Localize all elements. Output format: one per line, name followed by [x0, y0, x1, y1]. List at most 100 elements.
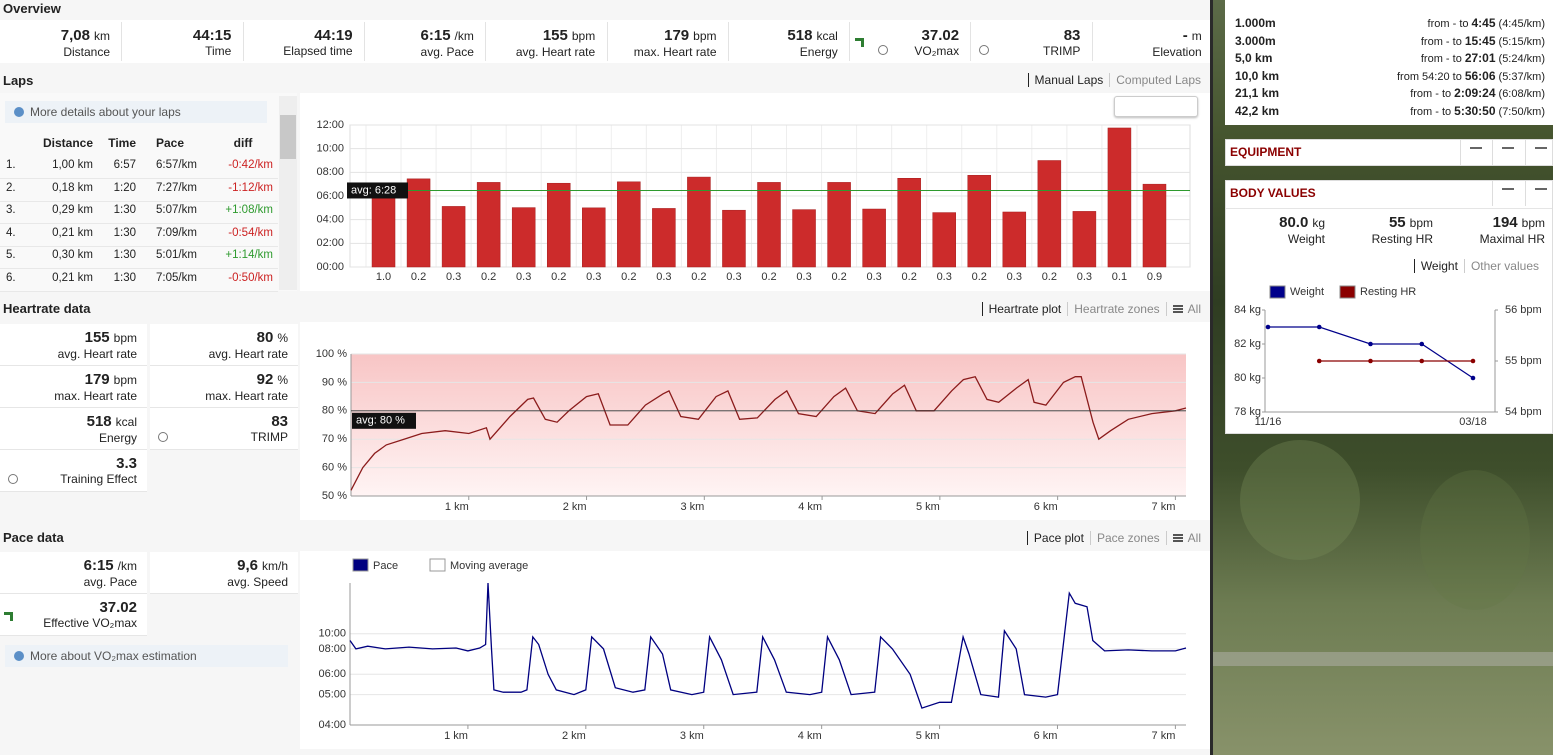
record-time: 27:01 — [1464, 51, 1496, 65]
panel-button[interactable] — [1470, 147, 1482, 149]
stat-value: -m — [1092, 27, 1202, 45]
help-icon — [979, 45, 989, 55]
separator — [121, 22, 123, 61]
scrollbar-thumb[interactable] — [280, 115, 296, 159]
record-time: 2:09:24 — [1454, 86, 1496, 100]
stat: 83 TRIMP — [970, 27, 1080, 58]
panel-button[interactable] — [1502, 188, 1514, 190]
tab[interactable]: Manual Laps — [1027, 73, 1110, 87]
tick-label: 0.2 — [972, 271, 987, 283]
stat-label: Time — [205, 44, 232, 58]
tick-label: 0.3 — [1077, 271, 1092, 283]
table-cell: 1:30 — [113, 249, 136, 262]
stat-value: 55 bpm — [1338, 214, 1433, 232]
panel-button[interactable] — [1535, 188, 1547, 190]
tab-label: Heartrate zones — [1074, 302, 1160, 316]
help-icon — [878, 45, 888, 55]
panel-divider — [1460, 139, 1461, 165]
stat: 7,08 km Distance — [0, 27, 110, 59]
stat: 6:15/km avg. Pace — [0, 557, 137, 589]
table-cell: 0,30 km — [52, 249, 93, 262]
record-pace: (5:37/km) — [1498, 70, 1545, 83]
bar — [546, 182, 571, 268]
table-cell: +1:14/km — [225, 249, 273, 262]
bar — [792, 209, 816, 268]
data-line — [350, 375, 1187, 491]
value: 518 — [787, 27, 813, 44]
avg-label-bg — [352, 412, 416, 429]
tab[interactable]: Other values — [1463, 259, 1545, 273]
tick-label: 00:00 — [316, 261, 344, 273]
tick-label: 50 % — [322, 490, 347, 502]
stat: 3.3 Training Effect — [0, 455, 137, 486]
stat: 37.02 Effective VO₂max — [0, 599, 137, 630]
tab[interactable]: Weight — [1413, 259, 1464, 273]
tab[interactable]: Pace zones — [1089, 531, 1166, 545]
stat-value: 155 bpm — [0, 329, 137, 347]
panel-divider — [1525, 139, 1526, 165]
tick-label: 0.2 — [1042, 271, 1057, 283]
unit: bpm — [1409, 216, 1433, 230]
unit: m — [1191, 29, 1202, 43]
value: - — [1182, 27, 1188, 44]
sidebar-divider — [1210, 0, 1213, 755]
bar — [652, 208, 676, 268]
table-cell: -0:42/km — [228, 159, 273, 171]
bar — [827, 182, 851, 268]
stat-label: avg. Heart rate — [57, 347, 137, 361]
tick-label: 80 kg — [1234, 372, 1261, 384]
tab[interactable]: Heartrate plot — [981, 302, 1068, 316]
stat-cell — [0, 366, 147, 408]
tick-label: 04:00 — [316, 214, 344, 226]
value: 155 — [542, 27, 568, 44]
avg-label: avg: 6:28 — [351, 184, 396, 196]
value: 179 — [84, 371, 110, 388]
tick-label: 05:00 — [318, 688, 346, 700]
tab[interactable]: All — [1165, 302, 1207, 316]
table-cell: 0,29 km — [52, 204, 93, 217]
help-icon — [8, 474, 18, 484]
tick-label: 3 km — [680, 501, 704, 513]
column-header: Time — [108, 136, 136, 150]
tick-label: 7 km — [1152, 730, 1176, 742]
stat: 44:19 Elapsed time — [243, 27, 352, 58]
tick-label: 60 % — [322, 462, 347, 474]
stat: 37.02 VO₂max — [849, 27, 959, 58]
tick-label: 82 kg — [1234, 338, 1261, 350]
panel-button[interactable] — [1535, 147, 1547, 149]
table-cell: 0,21 km — [52, 272, 93, 284]
help-icon — [158, 432, 168, 442]
record-range: from - to — [1420, 35, 1462, 48]
tab[interactable]: Computed Laps — [1109, 73, 1207, 87]
stat-cell — [150, 366, 298, 408]
tab[interactable]: Pace plot — [1026, 531, 1090, 545]
tabs: Heartrate plot Heartrate zones All — [981, 302, 1207, 316]
record-detail: from - to 2:09:24 (6:08/km) — [1410, 86, 1545, 100]
value: 155 — [84, 329, 110, 346]
separator — [363, 22, 365, 61]
table-cell: 1:30 — [113, 272, 136, 284]
tick-label: 70 % — [322, 433, 347, 445]
tick-label: 6 km — [1034, 730, 1058, 742]
info-box — [5, 101, 267, 123]
sidebar-path — [1212, 652, 1553, 666]
stat-cell — [0, 552, 147, 594]
record-pace: (6:08/km) — [1498, 88, 1545, 100]
stat-cell — [0, 594, 147, 636]
panel-button[interactable] — [1502, 147, 1514, 149]
unit: kg — [1312, 216, 1325, 230]
stat-label: avg. Pace — [83, 575, 137, 589]
tab-label: Weight — [1420, 259, 1458, 273]
table-cell: 0,21 km — [52, 226, 93, 239]
tick-label: 0.3 — [726, 271, 741, 283]
tab-label: Pace plot — [1033, 531, 1084, 545]
tick-label: 0.3 — [866, 271, 881, 283]
section-title: Heartrate data — [3, 301, 91, 316]
tab[interactable]: All — [1165, 531, 1207, 545]
tab[interactable]: Heartrate zones — [1067, 302, 1165, 316]
tick-label: 04:00 — [318, 719, 346, 731]
tick-label: 5 km — [916, 730, 940, 742]
stat-value: 3.3 — [0, 455, 137, 472]
stat: 155 bpm avg. Heart rate — [0, 329, 137, 361]
